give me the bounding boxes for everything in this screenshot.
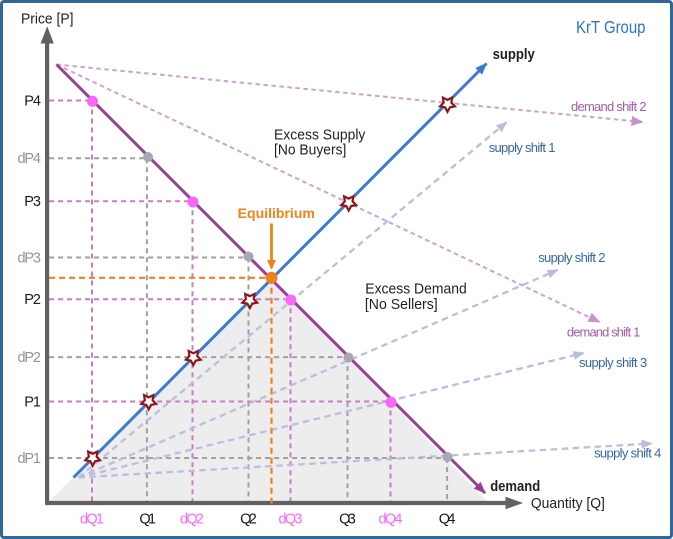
svg-text:dQ1: dQ1	[80, 511, 104, 527]
svg-text:dP2: dP2	[18, 350, 42, 366]
svg-text:[No Buyers]: [No Buyers]	[274, 142, 346, 159]
svg-text:Q4: Q4	[439, 511, 456, 527]
svg-text:dQ3: dQ3	[279, 511, 303, 527]
svg-text:Q1: Q1	[139, 511, 156, 527]
svg-text:P2: P2	[24, 292, 41, 308]
svg-text:[No Sellers]: [No Sellers]	[365, 296, 438, 313]
svg-text:demand shift 1: demand shift 1	[567, 325, 640, 340]
svg-text:dP3: dP3	[18, 251, 42, 267]
svg-text:supply shift 1: supply shift 1	[489, 140, 556, 155]
svg-text:supply shift 3: supply shift 3	[579, 355, 647, 370]
svg-text:Equilibrium: Equilibrium	[238, 205, 315, 221]
svg-text:supply shift 4: supply shift 4	[594, 446, 661, 461]
svg-text:supply shift 2: supply shift 2	[538, 250, 605, 265]
svg-text:supply: supply	[493, 46, 536, 63]
svg-text:Excess Supply: Excess Supply	[274, 126, 366, 143]
svg-text:Quantity [Q]: Quantity [Q]	[531, 495, 605, 512]
svg-text:Price [P]: Price [P]	[21, 11, 74, 27]
svg-text:dP1: dP1	[18, 451, 42, 467]
svg-text:Q3: Q3	[339, 511, 356, 527]
svg-text:Excess Demand: Excess Demand	[365, 280, 466, 297]
svg-text:P3: P3	[24, 194, 41, 210]
svg-text:demand shift 2: demand shift 2	[571, 99, 647, 114]
svg-text:KrT Group: KrT Group	[576, 17, 646, 37]
svg-text:dQ2: dQ2	[180, 511, 204, 527]
svg-text:Q2: Q2	[240, 511, 257, 527]
svg-text:dP4: dP4	[18, 151, 42, 167]
svg-text:P4: P4	[24, 94, 41, 110]
svg-text:P1: P1	[24, 395, 41, 411]
svg-text:demand: demand	[490, 478, 540, 495]
svg-text:dQ4: dQ4	[379, 511, 403, 527]
